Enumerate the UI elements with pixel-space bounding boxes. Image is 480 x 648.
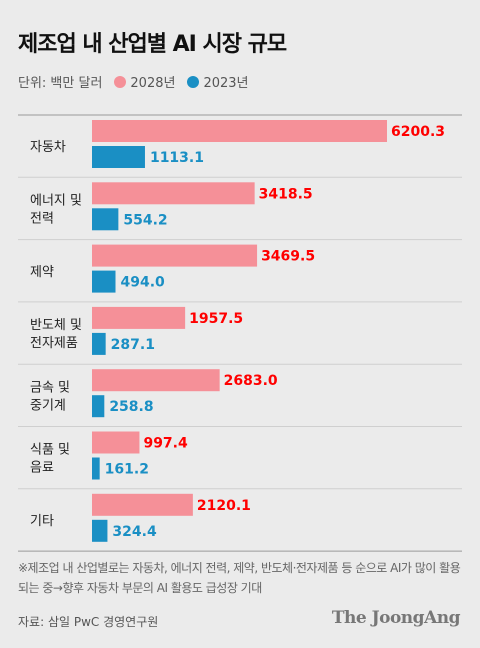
bar-2028: [92, 120, 387, 142]
source-note: 자료: 삼일 PwC 경영연구원: [18, 615, 159, 629]
category-label: 에너지 및 전력: [30, 193, 82, 226]
category-label: 자동차: [30, 140, 66, 155]
bar-2028: [92, 182, 255, 205]
category-label: 제약: [30, 265, 54, 280]
legend-item-2023: 2023년: [187, 72, 249, 91]
chart-title: 제조업 내 산업별 AI 시장 규모: [18, 32, 287, 57]
bar-2023: [92, 457, 100, 480]
value-label-2028: 3418.5: [259, 186, 313, 202]
value-label-2023: 554.2: [123, 212, 167, 228]
bar-2023: [92, 208, 119, 231]
bar-2023: [92, 395, 105, 418]
category-label: 반도체 및 전자제품: [30, 318, 82, 351]
bar-2023: [92, 519, 108, 542]
bar-2023: [92, 270, 116, 293]
bar-2028: [92, 369, 220, 392]
value-label-2023: 161.2: [105, 462, 149, 478]
brand-logo: The JoongAng: [331, 608, 461, 628]
legend-label-2023: 2023년: [203, 76, 249, 91]
unit-label: 단위: 백만 달러: [18, 76, 103, 91]
value-label-2028: 997.4: [143, 436, 188, 452]
value-label-2023: 287.1: [111, 337, 155, 353]
footnote: ※제조업 내 산업별로는 자동차, 에너지 전력, 제약, 반도체·전자제품 등…: [18, 561, 461, 595]
value-label-2028: 2120.1: [197, 498, 251, 514]
value-label-2028: 2683.0: [224, 373, 278, 389]
bar-2028: [92, 431, 140, 454]
value-label-2023: 324.4: [112, 524, 157, 540]
legend-dot-2028: [114, 75, 127, 88]
value-label-2028: 6200.3: [391, 124, 445, 140]
value-label-2028: 1957.5: [189, 311, 243, 327]
category-label: 금속 및 중기계: [30, 380, 70, 413]
value-label-2023: 1113.1: [150, 150, 204, 166]
legend-row: 단위: 백만 달러 2028년 2023년: [18, 72, 249, 91]
bar-2028: [92, 306, 186, 329]
bar-2028: [92, 493, 193, 516]
category-label: 식품 및 음료: [30, 443, 70, 476]
legend-label-2028: 2028년: [130, 76, 176, 91]
bar-2023: [92, 146, 145, 168]
value-label-2023: 494.0: [121, 275, 166, 291]
category-label: 기타: [30, 514, 54, 529]
bar-2023: [92, 332, 106, 355]
legend-item-2028: 2028년: [114, 72, 175, 91]
legend-dot-2023: [187, 75, 200, 88]
value-label-2028: 3469.5: [261, 249, 315, 265]
value-label-2023: 258.8: [109, 399, 153, 415]
bar-2028: [92, 244, 258, 267]
